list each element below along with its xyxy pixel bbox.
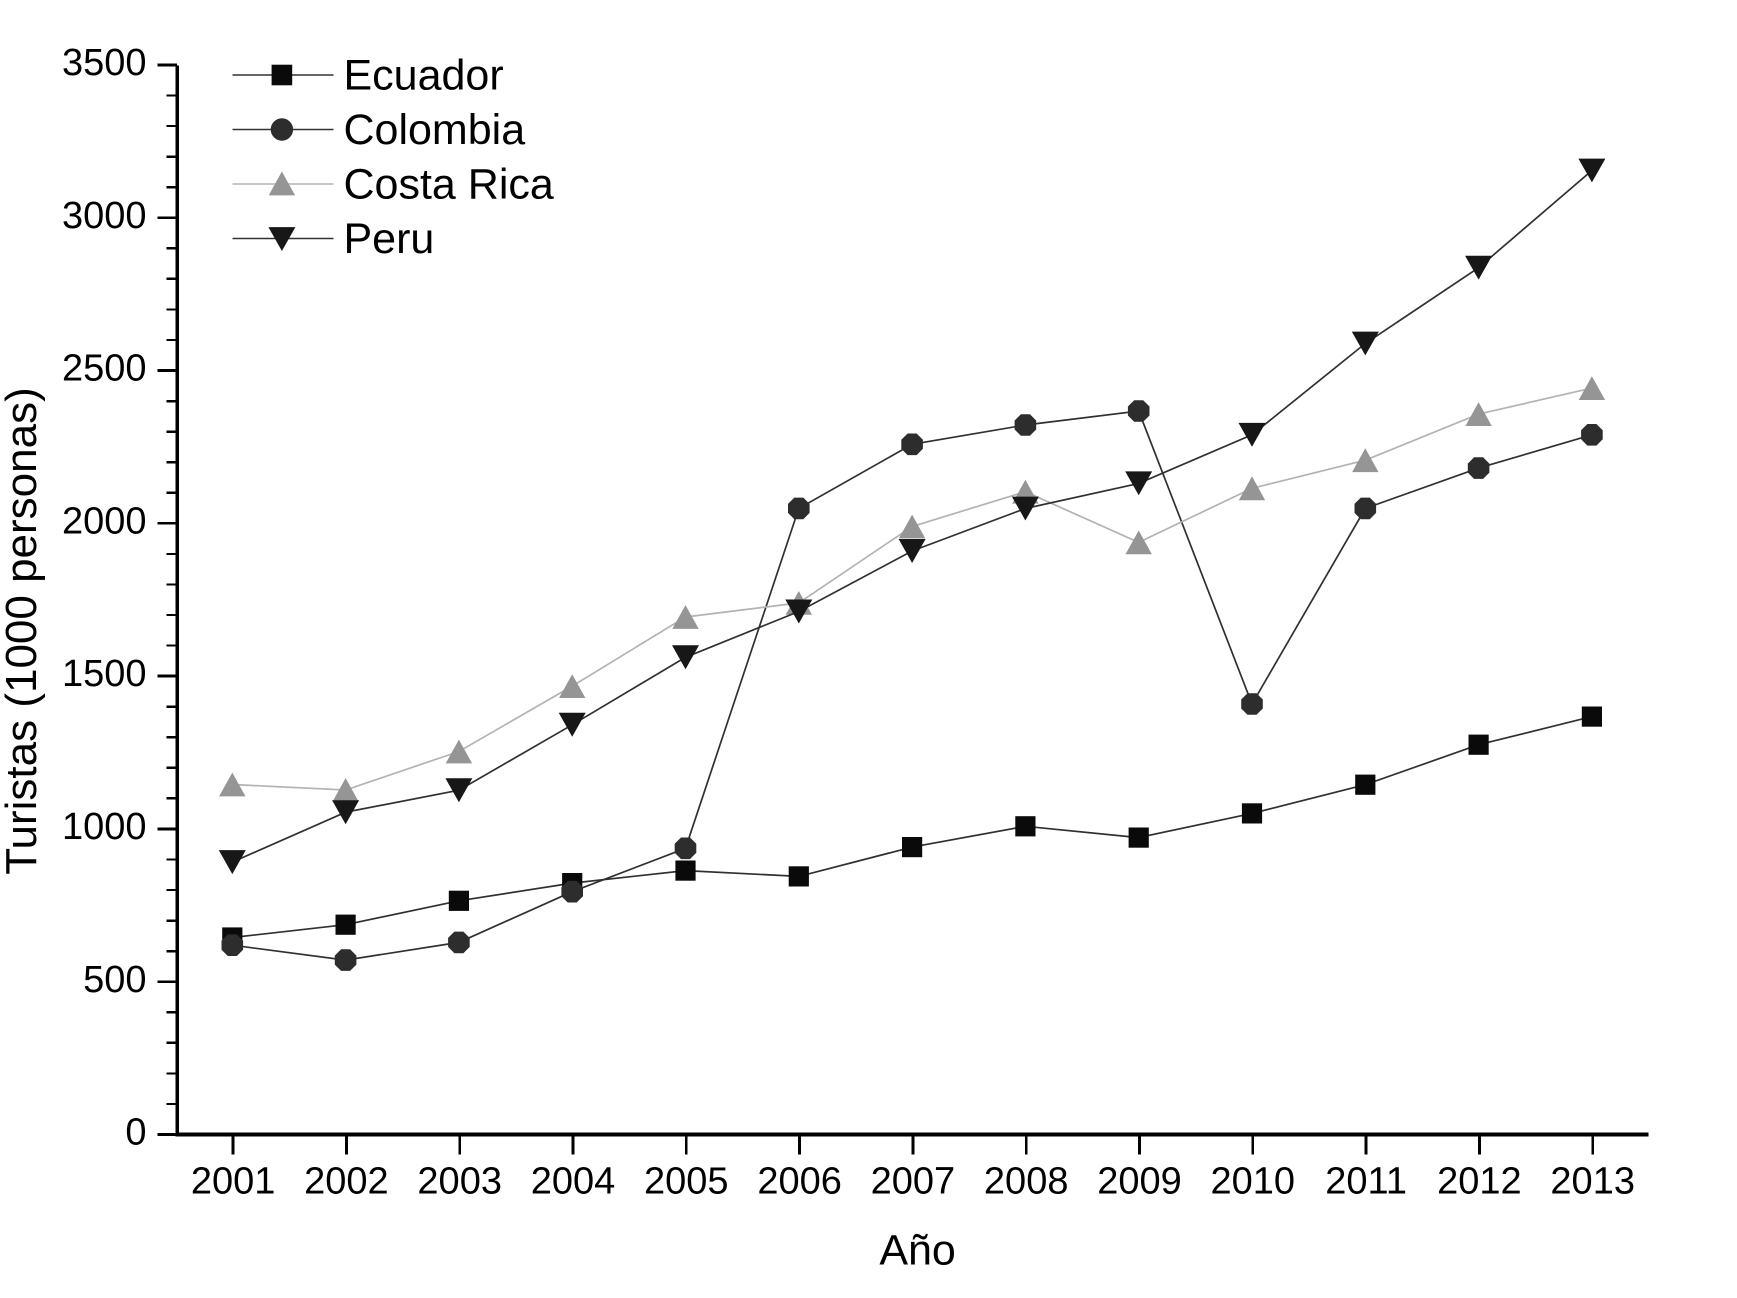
svg-text:2013: 2013: [1550, 1161, 1635, 1203]
svg-text:Ecuador: Ecuador: [344, 52, 504, 100]
svg-text:2002: 2002: [304, 1161, 389, 1203]
svg-text:2004: 2004: [531, 1161, 616, 1203]
svg-text:2006: 2006: [757, 1161, 842, 1203]
svg-text:500: 500: [83, 959, 146, 1001]
svg-text:Peru: Peru: [344, 215, 435, 263]
svg-text:2000: 2000: [62, 500, 147, 542]
svg-text:0: 0: [125, 1112, 146, 1154]
svg-text:3500: 3500: [62, 42, 147, 84]
svg-text:Costa Rica: Costa Rica: [344, 161, 554, 209]
svg-text:1000: 1000: [62, 806, 147, 848]
svg-text:2009: 2009: [1097, 1161, 1182, 1203]
svg-text:2008: 2008: [984, 1161, 1069, 1203]
svg-text:2500: 2500: [62, 348, 147, 390]
svg-text:2001: 2001: [191, 1161, 276, 1203]
svg-text:3000: 3000: [62, 195, 147, 237]
svg-text:2011: 2011: [1325, 1161, 1407, 1203]
svg-text:Año: Año: [879, 1227, 956, 1275]
svg-text:2005: 2005: [644, 1161, 729, 1203]
svg-text:2003: 2003: [417, 1161, 502, 1203]
svg-text:1500: 1500: [62, 653, 147, 695]
svg-text:2010: 2010: [1211, 1161, 1296, 1203]
svg-text:2012: 2012: [1437, 1161, 1522, 1203]
svg-text:2007: 2007: [871, 1161, 956, 1203]
svg-text:Turistas (1000 personas): Turistas (1000 personas): [0, 387, 46, 874]
svg-text:Colombia: Colombia: [344, 106, 526, 154]
